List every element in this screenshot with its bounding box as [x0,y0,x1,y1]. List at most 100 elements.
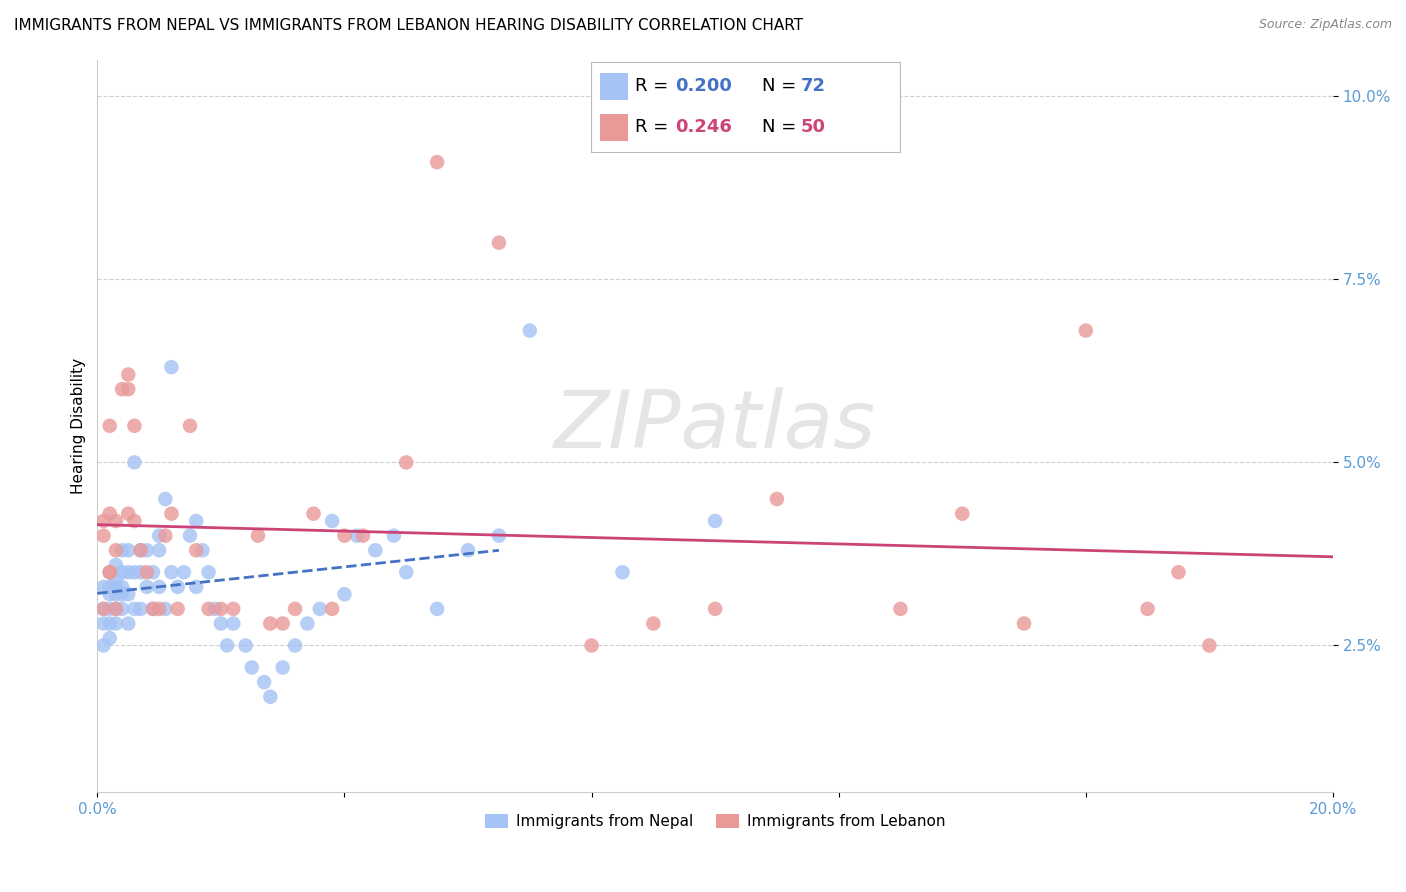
Point [284,639,307,653]
Point [186,543,208,558]
Point [704,602,727,616]
Point [135,580,157,594]
Point [104,573,127,587]
Point [124,455,146,469]
Text: ZIPatlas: ZIPatlas [554,387,876,465]
Point [766,491,789,506]
Point [217,639,239,653]
Point [104,543,127,558]
Point [191,543,214,558]
Legend: Immigrants from Nepal, Immigrants from Lebanon: Immigrants from Nepal, Immigrants from L… [479,808,950,836]
Point [321,514,343,528]
Point [93,639,115,653]
Point [166,602,188,616]
Point [271,660,294,674]
Point [346,528,368,542]
Point [135,543,157,558]
Point [111,543,134,558]
Point [111,580,134,594]
Point [382,528,405,542]
Point [155,528,177,542]
Point [104,602,127,616]
Point [98,587,121,601]
Point [160,566,183,580]
Text: 0.200: 0.200 [675,77,733,95]
Point [488,235,510,250]
Point [104,558,127,572]
Point [155,602,177,616]
Point [111,566,134,580]
Point [488,528,510,542]
Point [111,382,134,396]
Point [1136,602,1159,616]
Point [104,580,127,594]
Point [98,602,121,616]
Point [519,324,541,338]
Point [186,580,208,594]
Text: R =: R = [636,77,675,95]
Point [197,602,219,616]
Text: Source: ZipAtlas.com: Source: ZipAtlas.com [1258,18,1392,31]
Point [117,587,139,601]
Bar [600,114,627,141]
Text: N =: N = [762,118,803,136]
Point [173,566,195,580]
Point [117,616,139,631]
Point [204,602,226,616]
Point [104,587,127,601]
Point [321,602,343,616]
Text: R =: R = [636,118,675,136]
Point [166,580,188,594]
Point [148,543,170,558]
Text: IMMIGRANTS FROM NEPAL VS IMMIGRANTS FROM LEBANON HEARING DISABILITY CORRELATION : IMMIGRANTS FROM NEPAL VS IMMIGRANTS FROM… [14,18,803,33]
Point [457,543,479,558]
Point [142,566,165,580]
Point [950,507,973,521]
Text: N =: N = [762,77,803,95]
Point [129,602,152,616]
Point [93,528,115,542]
Point [124,418,146,433]
Point [142,602,165,616]
Point [612,566,634,580]
Point [155,491,177,506]
Bar [600,73,627,100]
Point [111,587,134,601]
Point [98,616,121,631]
Point [1012,616,1035,631]
Point [426,602,449,616]
Point [364,543,387,558]
Point [235,639,257,653]
Point [246,528,269,542]
Point [704,514,727,528]
Point [395,566,418,580]
Point [124,602,146,616]
Point [142,602,165,616]
Point [148,602,170,616]
Point [117,382,139,396]
Point [98,566,121,580]
Y-axis label: Hearing Disability: Hearing Disability [72,358,86,494]
Point [426,155,449,169]
Point [111,602,134,616]
Point [179,528,201,542]
Point [117,507,139,521]
Point [98,631,121,645]
Point [160,507,183,521]
Point [197,566,219,580]
Point [1167,566,1189,580]
Point [186,514,208,528]
Point [98,418,121,433]
Point [889,602,911,616]
Point [93,580,115,594]
Point [148,580,170,594]
Point [129,543,152,558]
Point [284,602,307,616]
Point [1074,324,1097,338]
Text: 50: 50 [801,118,825,136]
Point [93,514,115,528]
Point [643,616,665,631]
Point [352,528,374,542]
Point [259,616,281,631]
Point [160,360,183,375]
